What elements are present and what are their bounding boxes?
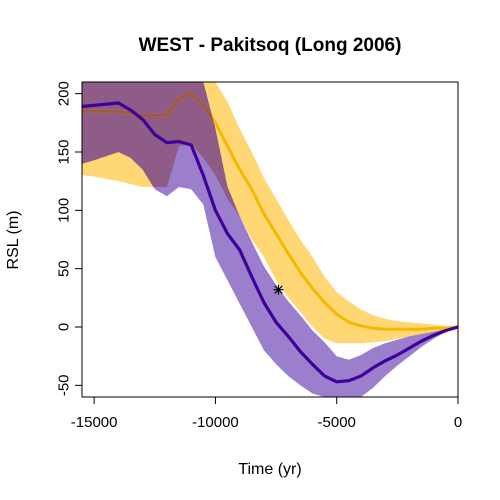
purple-uncertainty-band [82, 82, 458, 397]
y-tick-label: 200 [56, 81, 73, 106]
x-axis-label: Time (yr) [238, 461, 301, 478]
y-tick-label: 100 [56, 198, 73, 223]
y-tick-label: 0 [56, 323, 73, 331]
data-point-marker [273, 284, 284, 295]
x-tick-label: -10000 [192, 414, 239, 431]
plot-area [82, 82, 458, 397]
y-tick-label: 150 [56, 139, 73, 164]
y-axis-label: RSL (m) [5, 211, 22, 270]
x-tick-label: -5000 [318, 414, 356, 431]
x-tick-label: -15000 [71, 414, 118, 431]
y-tick-label: -50 [56, 374, 73, 396]
x-tick-label: 0 [454, 414, 462, 431]
y-axis: -50 0 50 100 150 200 [56, 81, 83, 396]
x-axis: -15000 -10000 -5000 0 [71, 396, 462, 431]
y-tick-label: 50 [56, 260, 73, 277]
chart-title: WEST - Pakitsoq (Long 2006) [139, 35, 402, 56]
purple-series-line [82, 101, 458, 384]
